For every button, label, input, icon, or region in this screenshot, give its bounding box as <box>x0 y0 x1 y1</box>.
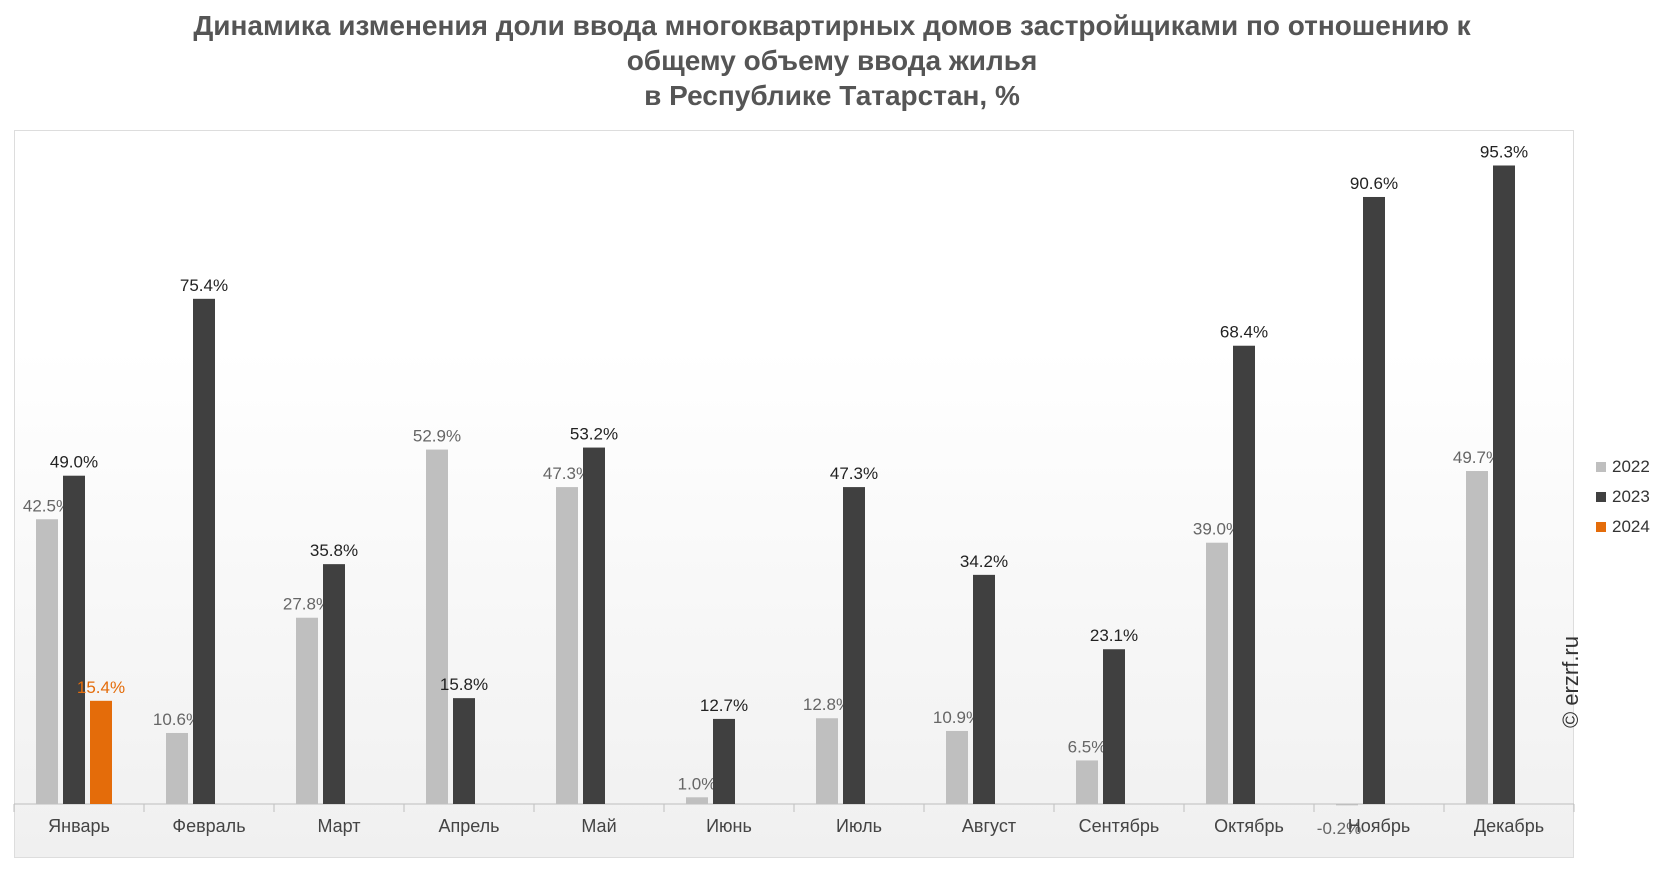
data-label-2022-10: 39.0% <box>1193 520 1241 539</box>
x-tick-label: Октябрь <box>1214 816 1284 836</box>
x-tick-label: Февраль <box>172 816 245 836</box>
data-label-2022-3: 27.8% <box>283 595 331 614</box>
data-label-2023-12: 95.3% <box>1480 142 1528 161</box>
data-label-2023-11: 90.6% <box>1350 174 1398 193</box>
watermark: © erzrf.ru <box>1558 636 1583 728</box>
data-label-2022-6: 1.0% <box>678 774 717 793</box>
bar-2022-2 <box>166 732 188 804</box>
legend-item-2024: 2024 <box>1596 512 1650 542</box>
bar-2023-5 <box>583 447 605 804</box>
data-label-2022-7: 12.8% <box>803 695 851 714</box>
data-label-2023-4: 15.8% <box>440 675 488 694</box>
data-label-2022-8: 10.9% <box>933 708 981 727</box>
bar-2022-10 <box>1206 542 1228 804</box>
bar-2022-5 <box>556 487 578 804</box>
title-line-1: Динамика изменения доли ввода многокварт… <box>193 10 1471 41</box>
legend-label-2024: 2024 <box>1612 517 1650 536</box>
x-tick-label: Декабрь <box>1474 816 1544 836</box>
bar-2023-1 <box>63 475 85 804</box>
data-label-2023-7: 47.3% <box>830 464 878 483</box>
data-label-2023-5: 53.2% <box>570 425 618 444</box>
data-label-2023-10: 68.4% <box>1220 323 1268 342</box>
legend-item-2022: 2022 <box>1596 452 1650 482</box>
bar-2023-2 <box>193 298 215 804</box>
legend-swatch-2024 <box>1596 522 1606 532</box>
x-tick-label: Апрель <box>438 816 499 836</box>
legend-label-2023: 2023 <box>1612 487 1650 506</box>
bar-2022-4 <box>426 449 448 804</box>
legend-item-2023: 2023 <box>1596 482 1650 512</box>
x-tick-label: Сентябрь <box>1079 816 1160 836</box>
bar-2023-10 <box>1233 345 1255 804</box>
legend-label-2022: 2022 <box>1612 457 1650 476</box>
x-tick-label: Январь <box>48 816 110 836</box>
data-label-2022-4: 52.9% <box>413 427 461 446</box>
bar-2022-11 <box>1336 804 1358 806</box>
bar-2022-12 <box>1466 471 1488 804</box>
bar-2022-3 <box>296 617 318 804</box>
bar-2023-12 <box>1493 165 1515 805</box>
bar-2022-8 <box>946 730 968 804</box>
x-tick-label: Ноябрь <box>1348 816 1410 836</box>
bar-2023-11 <box>1363 196 1385 805</box>
x-tick-label: Июнь <box>706 816 752 836</box>
data-label-2023-8: 34.2% <box>960 552 1008 571</box>
data-label-2023-3: 35.8% <box>310 541 358 560</box>
bar-2022-9 <box>1076 760 1098 804</box>
data-label-2024-1: 15.4% <box>77 678 125 697</box>
bar-2023-8 <box>973 574 995 804</box>
x-tick-label: Март <box>317 816 360 836</box>
bar-2023-7 <box>843 487 865 804</box>
bar-2023-6 <box>713 718 735 804</box>
legend: 2022 2023 2024 <box>1596 452 1650 542</box>
legend-swatch-2023 <box>1596 492 1606 502</box>
data-label-2022-11: -0.2% <box>1317 819 1361 838</box>
data-label-2023-2: 75.4% <box>180 276 228 295</box>
title-line-3: в Республике Татарстан, % <box>644 80 1020 111</box>
bar-2022-6 <box>686 797 708 804</box>
bar-2023-9 <box>1103 649 1125 804</box>
bar-2022-7 <box>816 718 838 804</box>
chart-title: Динамика изменения доли ввода многокварт… <box>0 8 1664 113</box>
plot-area <box>14 130 1574 858</box>
data-label-2022-2: 10.6% <box>153 710 201 729</box>
bar-2023-3 <box>323 564 345 804</box>
data-label-2023-1: 49.0% <box>50 453 98 472</box>
x-tick-label: Июль <box>836 816 882 836</box>
title-line-2: общему объему ввода жилья <box>626 45 1038 76</box>
data-label-2022-12: 49.7% <box>1453 448 1501 467</box>
data-label-2022-5: 47.3% <box>543 464 591 483</box>
bar-2024-1 <box>90 700 112 804</box>
x-tick-label: Август <box>962 816 1016 836</box>
data-label-2023-6: 12.7% <box>700 696 748 715</box>
x-tick-label: Май <box>581 816 616 836</box>
data-label-2022-1: 42.5% <box>23 496 71 515</box>
bar-2022-1 <box>36 519 58 804</box>
data-label-2022-9: 6.5% <box>1068 737 1107 756</box>
data-label-2023-9: 23.1% <box>1090 626 1138 645</box>
legend-swatch-2022 <box>1596 462 1606 472</box>
bar-2023-4 <box>453 698 475 804</box>
